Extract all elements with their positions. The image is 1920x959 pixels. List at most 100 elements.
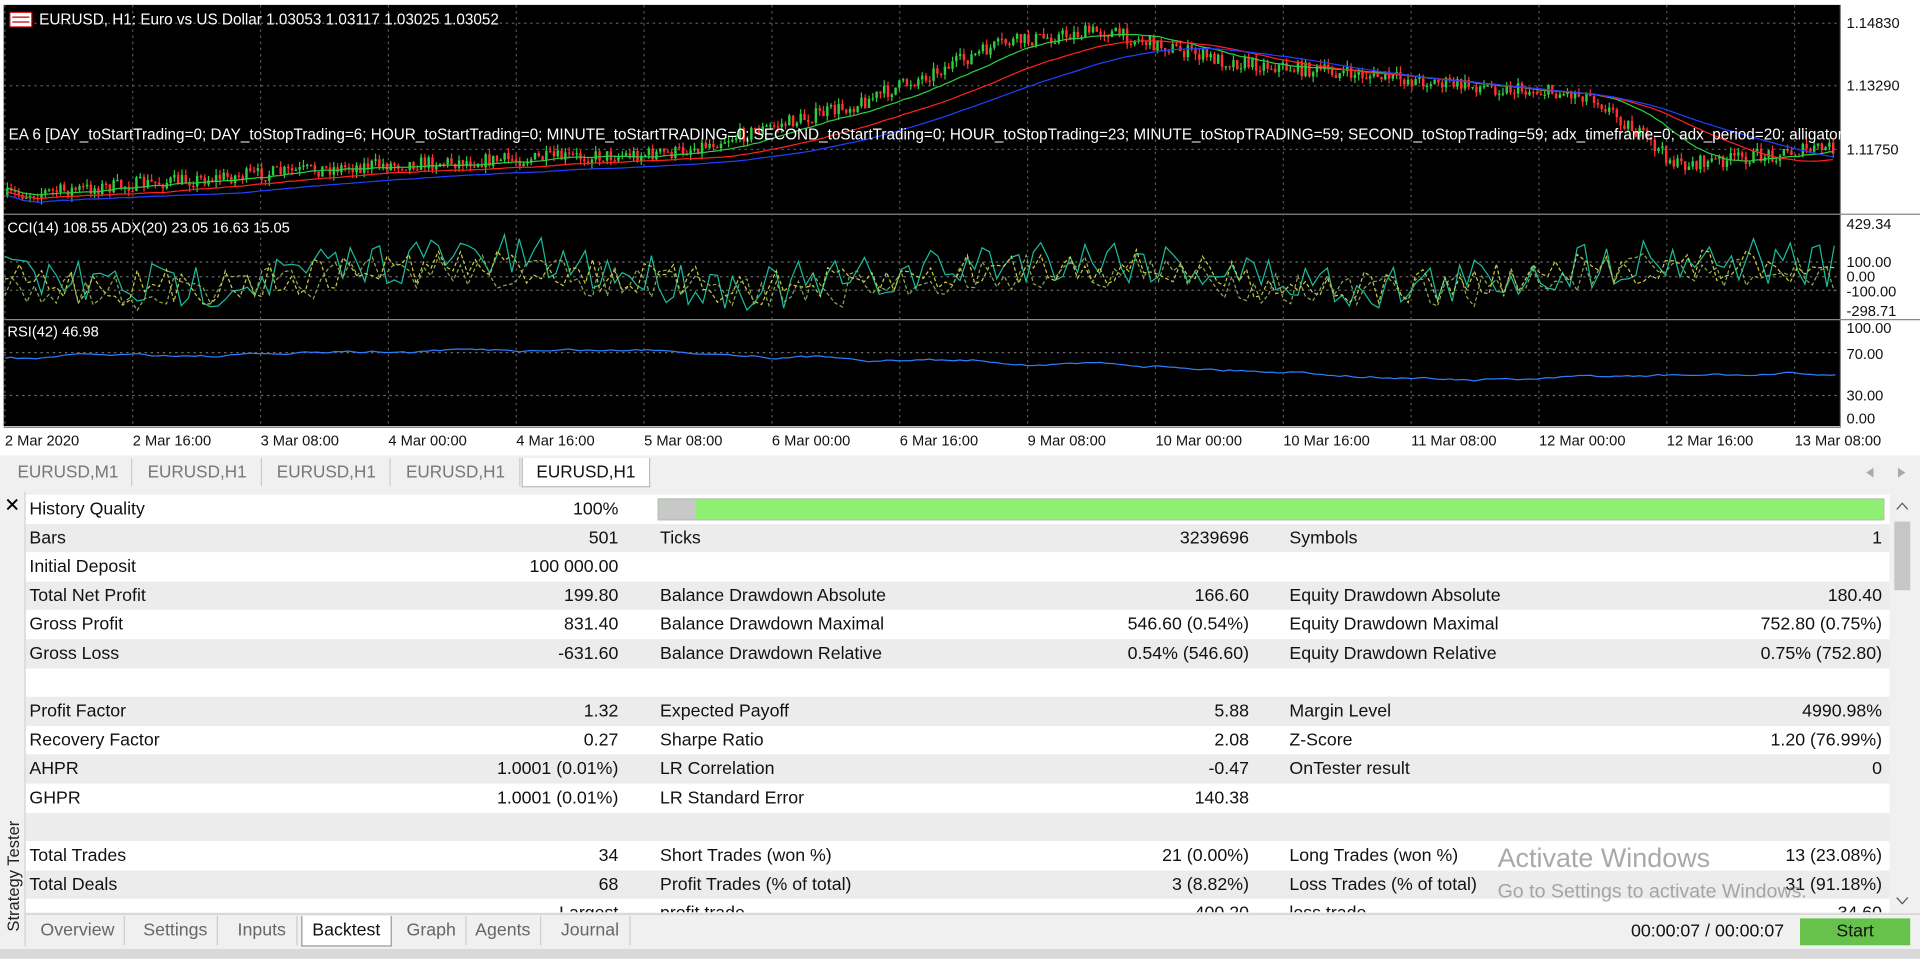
table-row: AHPR 1.0001 (0.01%) LR Correlation -0.47 OnT… xyxy=(25,754,1890,784)
start-button[interactable]: Start xyxy=(1800,918,1911,946)
candle-body xyxy=(1702,155,1706,167)
candle-body xyxy=(1391,73,1395,79)
candle-body xyxy=(856,106,859,113)
close-button[interactable] xyxy=(0,492,24,516)
candle-body xyxy=(416,169,419,171)
candle-body xyxy=(1794,155,1797,157)
candle-body xyxy=(28,196,32,198)
candle-body xyxy=(1228,66,1231,68)
chart-tab[interactable]: EURUSD,H1 xyxy=(263,457,391,487)
tester-tab[interactable]: Backtest xyxy=(301,915,392,947)
tester-tab[interactable]: Settings xyxy=(133,915,219,946)
candle-body xyxy=(746,139,749,142)
candle-body xyxy=(1266,62,1269,69)
chart-tab[interactable]: EURUSD,H1 xyxy=(392,457,520,487)
tester-tab[interactable]: Overview xyxy=(31,915,126,946)
time-axis-label: 12 Mar 16:00 xyxy=(1667,434,1754,450)
candle-body xyxy=(1106,36,1110,38)
candle-body xyxy=(393,163,396,166)
candle-body xyxy=(150,179,153,182)
rsi-axis-label: 30.00 xyxy=(1847,388,1884,404)
candle-body xyxy=(632,151,635,158)
time-axis-label: 3 Mar 08:00 xyxy=(261,434,339,450)
candle-body xyxy=(492,155,495,166)
candle-body xyxy=(958,53,962,56)
candle-body xyxy=(1581,96,1584,102)
cci-axis-label: 429.34 xyxy=(1847,217,1892,233)
candle-body xyxy=(552,151,556,157)
table-label: Balance Drawdown Relative xyxy=(660,644,883,664)
candle-body xyxy=(742,128,745,142)
candle-body xyxy=(1057,34,1061,43)
candle-body xyxy=(1270,68,1273,71)
candle-body xyxy=(1372,71,1376,77)
table-row: History Quality 100% xyxy=(25,494,1890,524)
candle-body xyxy=(518,161,522,166)
candle-body xyxy=(309,164,313,166)
candle-body xyxy=(1494,86,1497,95)
candle-body xyxy=(1422,76,1425,87)
candle-body xyxy=(864,97,867,109)
candle-body xyxy=(1410,79,1414,86)
time-axis-label: 10 Mar 00:00 xyxy=(1155,434,1242,450)
candle-body xyxy=(617,156,620,161)
candle-body xyxy=(142,176,146,188)
candle-body xyxy=(1752,150,1755,163)
tester-tab[interactable]: Graph xyxy=(397,915,467,946)
candle-body xyxy=(256,168,260,171)
chart-tab[interactable]: EURUSD,H1 xyxy=(521,457,651,488)
candle-body xyxy=(138,176,142,179)
candle-body xyxy=(993,41,996,48)
table-row: Total Deals 68 Profit Trades (% of total) 3… xyxy=(25,870,1890,900)
candle-body xyxy=(1554,93,1558,99)
table-label: Equity Drawdown Absolute xyxy=(1289,586,1501,606)
table-value: 31 (91.18%) xyxy=(1785,875,1883,895)
candle-body xyxy=(1816,143,1820,146)
candle-body xyxy=(867,98,871,109)
candle-body xyxy=(1775,160,1778,162)
side-label: Strategy Tester xyxy=(4,820,23,932)
tester-tab[interactable]: Journal xyxy=(551,915,631,946)
candle-body xyxy=(237,175,241,177)
candle-body xyxy=(495,155,499,161)
cci-axis-label: -100.00 xyxy=(1847,284,1897,300)
candle-body xyxy=(1205,49,1209,58)
candle-body xyxy=(723,142,727,144)
candle-body xyxy=(1573,93,1577,99)
candle-body xyxy=(1824,147,1827,151)
tester-tab[interactable]: Agents xyxy=(465,915,542,946)
time-axis-label: 2 Mar 2020 xyxy=(5,434,79,450)
candle-body xyxy=(901,79,905,81)
candle-body xyxy=(245,168,248,180)
candle-body xyxy=(1190,45,1193,50)
candle-body xyxy=(82,186,85,188)
tester-tabs: Overview Settings Inputs Backtest Graph Agent… xyxy=(25,913,1920,948)
candle-body xyxy=(769,125,772,127)
tester-tab[interactable]: Inputs xyxy=(228,915,297,946)
candle-body xyxy=(1046,37,1049,39)
candle-body xyxy=(1334,75,1338,79)
price-axis-label: 1.13290 xyxy=(1847,79,1900,95)
table-value: 752.80 (0.75%) xyxy=(1760,615,1883,635)
progress-bar xyxy=(657,498,1885,521)
candle-body xyxy=(920,75,924,80)
chart-tab[interactable]: EURUSD,H1 xyxy=(134,457,262,487)
candle-body xyxy=(1087,25,1091,33)
candle-body xyxy=(279,167,282,175)
candle-body xyxy=(1729,153,1732,161)
candle-body xyxy=(1737,152,1740,156)
table-row: Gross Profit 831.40 Balance Drawdown Maxim… xyxy=(25,610,1890,640)
candle-body xyxy=(1634,131,1638,137)
scrollbar[interactable] xyxy=(1891,494,1913,913)
candle-body xyxy=(321,166,324,177)
candle-body xyxy=(1790,150,1793,156)
candle-body xyxy=(78,186,81,190)
candle-body xyxy=(1224,66,1228,68)
time-axis-label: 10 Mar 16:00 xyxy=(1283,434,1370,450)
candle-body xyxy=(1638,127,1641,137)
candle-body xyxy=(1384,71,1387,80)
candle-body xyxy=(628,153,632,158)
chart-tab[interactable]: EURUSD,M1 xyxy=(5,457,133,487)
candle-body xyxy=(1353,74,1357,78)
